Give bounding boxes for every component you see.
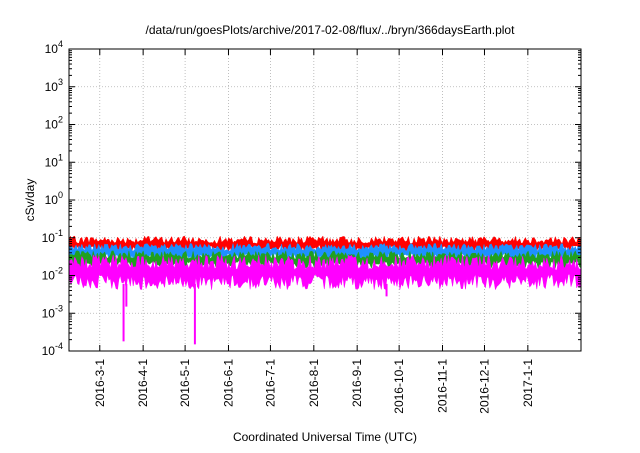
x-axis-label: Coordinated Universal Time (UTC) <box>233 430 417 444</box>
x-tick-label: 2016-10-1 <box>392 359 406 414</box>
x-tick-label: 2017-1-1 <box>521 359 535 407</box>
y-tick-label: 102 <box>45 115 63 132</box>
chart-title: /data/run/goesPlots/archive/2017-02-08/f… <box>146 23 516 37</box>
grid-lines <box>69 48 581 352</box>
x-tick-label: 2016-6-1 <box>221 359 235 407</box>
x-tick-label: 2016-5-1 <box>178 359 192 407</box>
x-tick-label: 2016-9-1 <box>350 359 364 407</box>
y-tick-label: 10-2 <box>42 266 63 283</box>
x-tick-label: 2016-8-1 <box>307 359 321 407</box>
y-tick-label: 104 <box>45 39 63 56</box>
y-tick-label: 10-1 <box>42 228 63 245</box>
x-tick-label: 2016-11-1 <box>436 359 450 413</box>
x-tick-label: 2016-3-1 <box>93 359 107 407</box>
y-tick-labels: 10-4 10-3 10-2 10-1 100 101 102 103 104 <box>42 39 63 358</box>
y-axis-label: cSv/day <box>23 179 37 222</box>
axis-ticks <box>69 48 581 352</box>
y-tick-label: 103 <box>45 77 63 94</box>
x-tick-label: 2016-12-1 <box>477 359 491 414</box>
y-tick-label: 10-3 <box>42 303 63 320</box>
y-tick-label: 101 <box>45 152 63 169</box>
y-tick-label: 10-4 <box>42 341 63 358</box>
data-layer <box>68 235 582 345</box>
x-tick-labels: 2016-3-1 2016-4-1 2016-5-1 2016-6-1 2016-7-1… <box>93 359 535 414</box>
x-tick-label: 2016-4-1 <box>136 359 150 407</box>
y-tick-label: 100 <box>45 190 63 207</box>
x-tick-label: 2016-7-1 <box>263 359 277 407</box>
